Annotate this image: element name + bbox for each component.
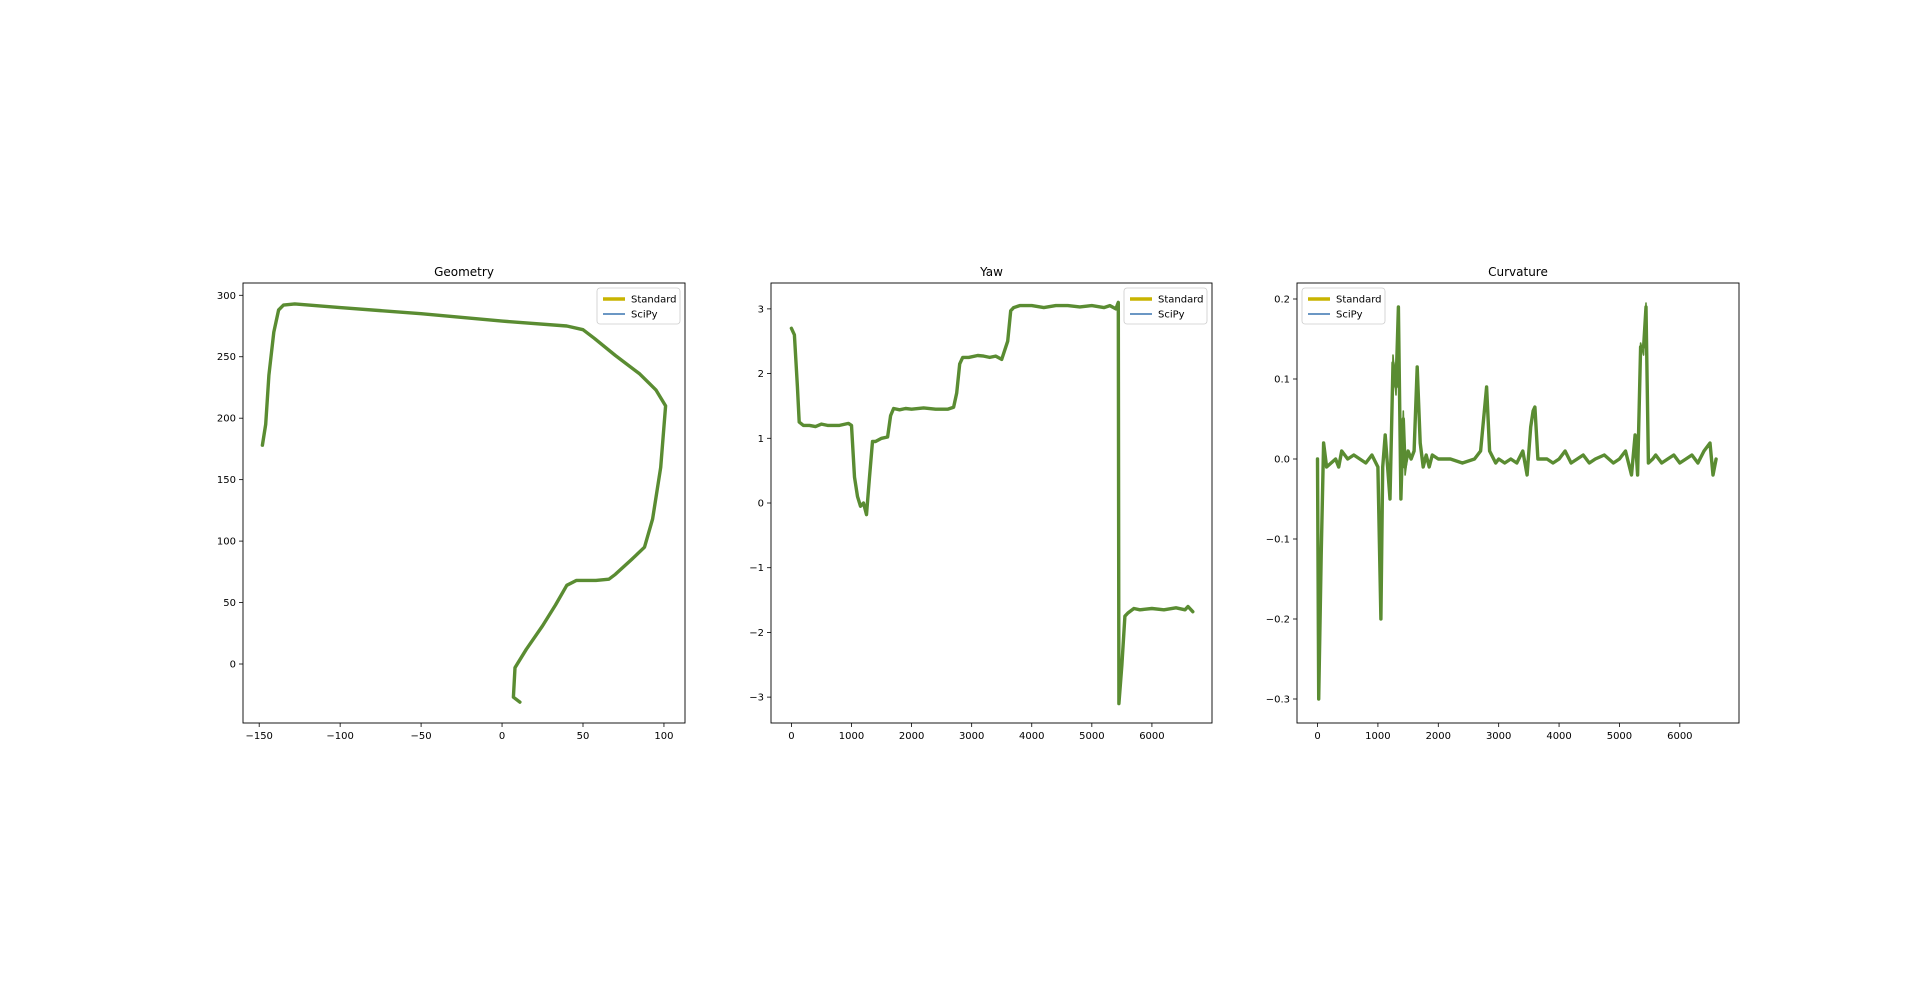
curvature-x-tick-label: 4000 bbox=[1546, 731, 1571, 742]
curvature-x-tick-label: 6000 bbox=[1667, 731, 1692, 742]
curvature-legend-label-scipy: SciPy bbox=[1336, 310, 1363, 321]
yaw-x-tick-label: 3000 bbox=[959, 731, 984, 742]
geometry-x-tick-label: −50 bbox=[411, 731, 432, 742]
yaw-series-scipy-line bbox=[790, 301, 1194, 705]
geometry-y-tick-label: 0 bbox=[230, 660, 236, 671]
subplot-yaw: Yaw 0 1000 2000 3000 4000 5000 6000 −3 −2 −1 0 1 2 3 St… bbox=[749, 265, 1213, 742]
geometry-y-tick-label: 100 bbox=[217, 537, 236, 548]
curvature-y-tick-label: −0.1 bbox=[1266, 535, 1290, 546]
geometry-x-tick-label: −100 bbox=[326, 731, 353, 742]
geometry-x-tick-label: 100 bbox=[654, 731, 673, 742]
yaw-x-tick-label: 2000 bbox=[899, 731, 924, 742]
yaw-y-tick-label: −1 bbox=[749, 563, 764, 574]
geometry-x-tick-label: −150 bbox=[245, 731, 272, 742]
yaw-y-tick-label: 3 bbox=[758, 304, 764, 315]
curvature-y-tick-label: 0.1 bbox=[1274, 375, 1290, 386]
geometry-y-tick-label: 200 bbox=[217, 414, 236, 425]
geometry-series-standard-line bbox=[260, 302, 668, 704]
curvature-y-tick-label: −0.3 bbox=[1266, 695, 1290, 706]
geometry-legend-label-standard: Standard bbox=[631, 295, 677, 306]
yaw-legend-box bbox=[1123, 287, 1208, 325]
yaw-y-tick-label: 2 bbox=[758, 369, 764, 380]
yaw-title: Yaw bbox=[979, 265, 1003, 279]
curvature-y-tick-label: 0.2 bbox=[1274, 295, 1290, 306]
geometry-x-tick-label: 50 bbox=[577, 731, 590, 742]
yaw-y-tick-label: −3 bbox=[749, 693, 764, 704]
yaw-axes-frame bbox=[770, 282, 1213, 724]
curvature-title: Curvature bbox=[1488, 265, 1548, 279]
curvature-series-scipy-line bbox=[1316, 302, 1717, 700]
curvature-y-tick-label: −0.2 bbox=[1266, 615, 1290, 626]
geometry-y-tick-label: 300 bbox=[217, 291, 236, 302]
geometry-x-tick-label: 0 bbox=[499, 731, 505, 742]
geometry-series-scipy-line bbox=[261, 303, 667, 703]
geometry-legend-label-scipy: SciPy bbox=[631, 310, 658, 321]
yaw-legend-label-standard: Standard bbox=[1158, 295, 1204, 306]
curvature-series-standard-line bbox=[1315, 305, 1718, 701]
subplot-curvature: Curvature 0 1000 2000 3000 4000 5000 6000 −0.3 −0… bbox=[1266, 265, 1740, 742]
curvature-x-tick-label: 2000 bbox=[1426, 731, 1451, 742]
curvature-x-tick-label: 1000 bbox=[1365, 731, 1390, 742]
geometry-legend-box bbox=[596, 287, 681, 325]
curvature-x-tick-label: 3000 bbox=[1486, 731, 1511, 742]
curvature-x-tick-label: 0 bbox=[1314, 731, 1320, 742]
yaw-y-tick-label: 1 bbox=[758, 434, 764, 445]
subplot-geometry: Geometry −150 −100 −50 0 50 100 0 50 100 150 200 250… bbox=[217, 265, 686, 742]
yaw-x-tick-label: 0 bbox=[788, 731, 794, 742]
curvature-x-tick-label: 5000 bbox=[1607, 731, 1632, 742]
geometry-axes-frame bbox=[242, 282, 686, 724]
yaw-x-tick-label: 1000 bbox=[839, 731, 864, 742]
yaw-x-tick-label: 5000 bbox=[1079, 731, 1104, 742]
geometry-y-tick-label: 250 bbox=[217, 352, 236, 363]
geometry-title: Geometry bbox=[434, 265, 494, 279]
curvature-axes-frame bbox=[1296, 282, 1740, 724]
curvature-y-tick-label: 0.0 bbox=[1274, 455, 1290, 466]
yaw-series-standard-line bbox=[789, 300, 1195, 706]
yaw-legend-label-scipy: SciPy bbox=[1158, 310, 1185, 321]
yaw-x-tick-label: 4000 bbox=[1019, 731, 1044, 742]
curvature-legend-label-standard: Standard bbox=[1336, 295, 1382, 306]
geometry-y-tick-label: 150 bbox=[217, 475, 236, 486]
geometry-y-tick-label: 50 bbox=[223, 598, 236, 609]
yaw-x-tick-label: 6000 bbox=[1139, 731, 1164, 742]
curvature-legend-box bbox=[1301, 287, 1386, 325]
yaw-y-tick-label: −2 bbox=[749, 628, 764, 639]
yaw-y-tick-label: 0 bbox=[758, 499, 764, 510]
